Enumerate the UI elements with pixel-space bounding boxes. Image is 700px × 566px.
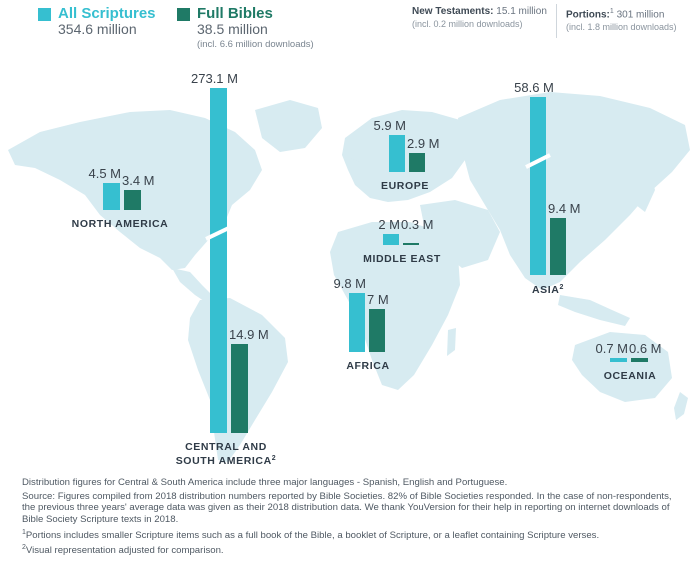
- legend-all-value: 354.6 million: [58, 21, 137, 37]
- portions-value: 301 million: [616, 9, 665, 21]
- legend-full-value: 38.5 million: [197, 21, 268, 37]
- note-source: Source: Figures compiled from 2018 distr…: [22, 490, 672, 525]
- note-footnote-1: 1Portions includes smaller Scripture ite…: [22, 527, 687, 556]
- value-label-all-central-and-south-america: 273.1 M: [191, 71, 238, 86]
- legend-swatch-full: [177, 8, 190, 21]
- region-label-north-america: NORTH AMERICA: [72, 218, 169, 230]
- region-label-asia: ASIA2: [532, 284, 564, 296]
- value-label-all-asia: 58.6 M: [514, 80, 554, 95]
- map-central-america: [172, 268, 215, 305]
- nt-value: 15.1 million: [496, 6, 547, 17]
- bar-full-asia: [550, 218, 566, 275]
- map-europe: [342, 110, 470, 202]
- footnotes: Distribution figures for Central & South…: [22, 477, 687, 558]
- bar-full-north-america: [124, 190, 141, 210]
- value-label-all-middle-east: 2 M: [378, 217, 400, 232]
- bar-full-oceania: [631, 358, 648, 362]
- value-label-full-oceania: 0.6 M: [629, 341, 662, 356]
- value-label-full-central-and-south-america: 14.9 M: [229, 327, 269, 342]
- region-label-central-and-south-america: CENTRAL AND: [185, 441, 267, 453]
- fn1-mark: 1: [22, 529, 26, 536]
- legend-full-label: Full Bibles: [197, 5, 273, 22]
- bar-full-europe: [409, 153, 425, 172]
- value-label-all-africa: 9.8 M: [333, 276, 366, 291]
- region-label-europe: EUROPE: [381, 180, 429, 192]
- value-label-full-africa: 7 M: [367, 292, 389, 307]
- map-asia: [458, 92, 690, 290]
- bar-all-asia: [530, 97, 546, 275]
- bar-full-africa: [369, 309, 385, 352]
- bar-all-north-america: [103, 183, 120, 210]
- portions-label: Portions:: [566, 9, 610, 21]
- portions-stat: Portions:1 301 million (incl. 1.8 millio…: [566, 6, 677, 33]
- value-label-all-oceania: 0.7 M: [595, 341, 628, 356]
- bar-all-oceania: [610, 358, 627, 362]
- value-label-full-middle-east: 0.3 M: [401, 217, 434, 232]
- bar-full-middle-east: [403, 243, 419, 245]
- map-middle-east: [420, 200, 500, 268]
- bar-all-central-and-south-america: [210, 88, 227, 433]
- map-se-asia: [558, 295, 630, 326]
- nt-sub: (incl. 0.2 million downloads): [412, 19, 523, 29]
- value-label-full-north-america: 3.4 M: [122, 173, 155, 188]
- legend-full-sub: (incl. 6.6 million downloads): [197, 39, 314, 50]
- legend-all-label: All Scriptures: [58, 5, 156, 22]
- map-madagascar: [447, 328, 456, 356]
- map-new-zealand: [674, 392, 688, 420]
- region-label-middle-east: MIDDLE EAST: [363, 253, 441, 265]
- value-label-all-north-america: 4.5 M: [88, 166, 121, 181]
- region-label-line2-central-and-south-america: SOUTH AMERICA2: [176, 455, 277, 467]
- stat-divider: [556, 4, 557, 38]
- map-australia: [572, 332, 672, 402]
- new-testaments-stat: New Testaments: 15.1 million (incl. 0.2 …: [412, 6, 547, 30]
- portions-sup: 1: [609, 8, 614, 15]
- fn1-text: Portions includes smaller Scripture item…: [25, 530, 600, 542]
- bar-break-central-and-south-america: [205, 225, 232, 241]
- note-line1: Distribution figures for Central & South…: [22, 477, 508, 488]
- map-africa: [330, 222, 460, 390]
- bar-all-middle-east: [383, 234, 399, 245]
- legend-swatch-all: [38, 8, 51, 21]
- map-japan: [636, 170, 655, 212]
- nt-label: New Testaments:: [412, 6, 494, 17]
- map-greenland: [255, 100, 322, 152]
- fn2-text: Visual representation adjusted for compa…: [25, 544, 224, 556]
- map-uk: [350, 135, 366, 162]
- value-label-full-europe: 2.9 M: [407, 136, 440, 151]
- portions-sub: (incl. 1.8 million downloads): [566, 22, 677, 33]
- bar-break-asia: [525, 153, 551, 169]
- bar-all-europe: [389, 135, 405, 172]
- fn2-mark: 2: [22, 543, 26, 551]
- region-label-africa: AFRICA: [346, 360, 389, 372]
- bar-all-africa: [349, 293, 365, 352]
- value-label-full-asia: 9.4 M: [548, 201, 581, 216]
- value-label-all-europe: 5.9 M: [373, 118, 406, 133]
- chart-bars: 4.5 M 3.4 M NORTH AMERICA 273.1 M 14.9 M CENT…: [72, 71, 662, 467]
- region-label-oceania: OCEANIA: [604, 370, 657, 382]
- bar-full-central-and-south-america: [231, 344, 248, 433]
